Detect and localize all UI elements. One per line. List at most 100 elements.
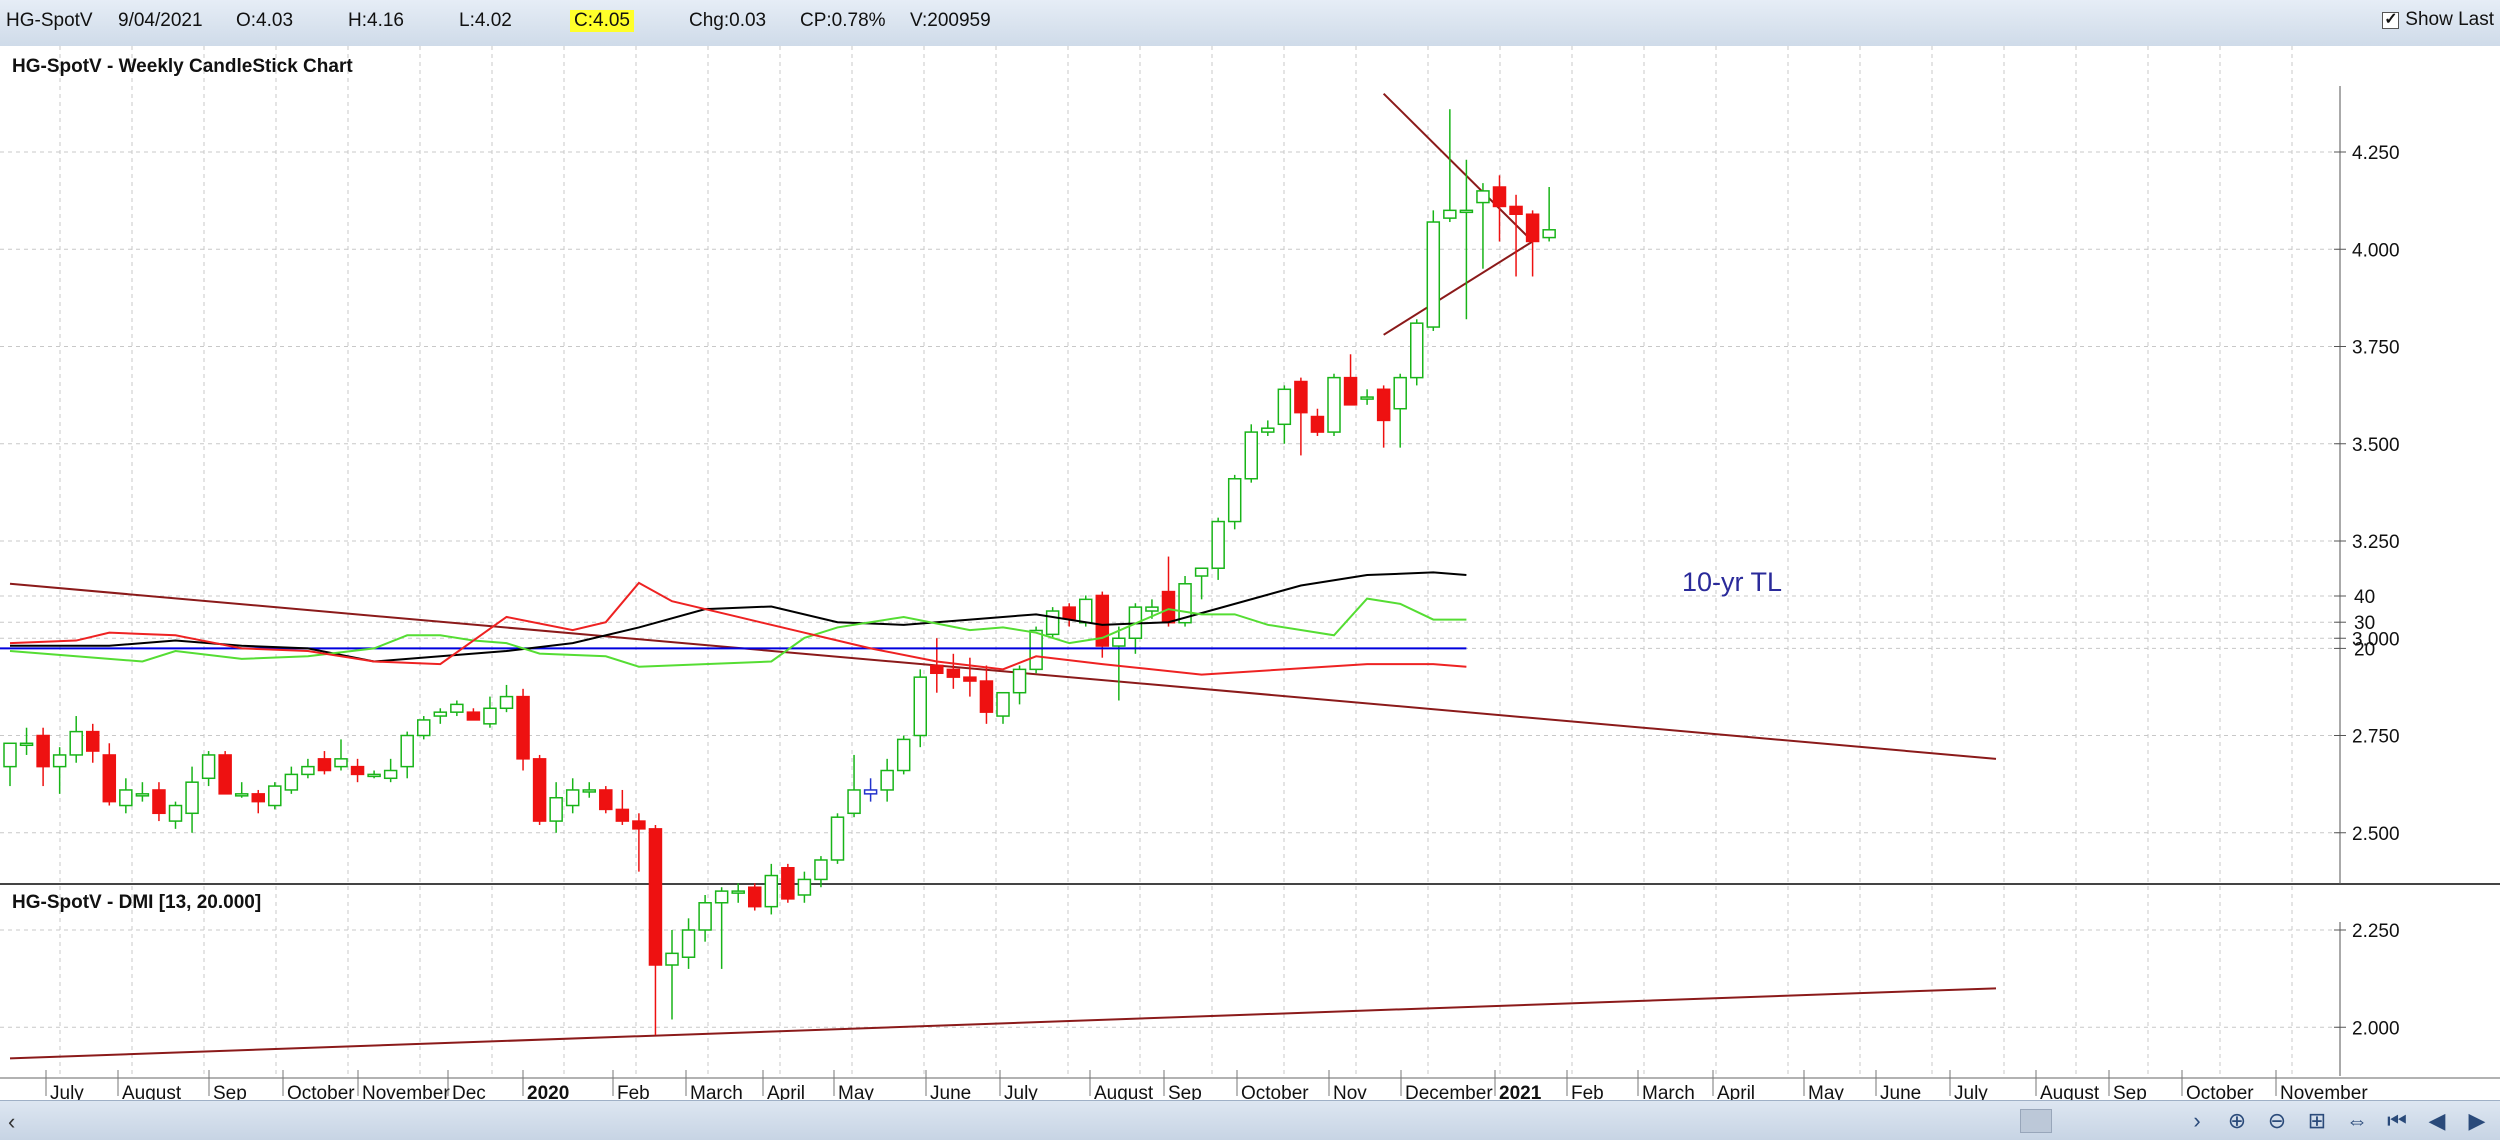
candle-up: [450, 703, 464, 713]
show-last-label: Show Last: [2405, 9, 2494, 30]
zoom-fit-icon[interactable]: ⊞: [2307, 1108, 2327, 1133]
candle-down: [1161, 590, 1176, 624]
trendline: [9, 582, 1997, 760]
time-tick-label: Dec: [452, 1083, 486, 1100]
candle-up: [1045, 610, 1060, 636]
candle-up: [1012, 668, 1027, 694]
candle-up: [1360, 396, 1374, 400]
candle-up: [896, 738, 911, 772]
candle-up: [499, 695, 514, 710]
candle-up: [1244, 431, 1258, 480]
scroll-left-icon[interactable]: ‹: [8, 1109, 16, 1134]
candle-up: [847, 789, 861, 815]
candle-up: [996, 691, 1010, 717]
price-tick-label: 2.000: [2352, 1018, 2400, 1039]
candle-down: [102, 754, 117, 803]
scroll-right-icon[interactable]: ›: [2193, 1108, 2201, 1133]
candle-down: [930, 664, 944, 675]
first-page-icon[interactable]: ⏮: [2387, 1108, 2407, 1133]
candle-down: [532, 758, 547, 822]
change-pct-label: CP:0.78%: [800, 10, 886, 31]
time-tick-label: June: [930, 1083, 971, 1100]
candle-up: [185, 781, 199, 815]
price-tick-label: 2.500: [2352, 824, 2400, 845]
candle-up: [814, 859, 828, 881]
candle-up: [1327, 376, 1341, 433]
candle-down: [251, 793, 265, 803]
candle-up: [1443, 209, 1457, 219]
candle-down: [781, 867, 795, 900]
candle-down: [152, 789, 166, 815]
candle-down: [748, 886, 762, 908]
candle-up: [1410, 322, 1424, 379]
show-last-checkbox[interactable]: [2382, 9, 2400, 29]
zoom-in-icon[interactable]: ⊕: [2227, 1108, 2247, 1133]
scrollbar-thumb[interactable]: [2020, 1109, 2052, 1133]
symbol-label: HG-SpotV: [6, 10, 93, 31]
next-icon[interactable]: ▶: [2468, 1108, 2486, 1133]
dmi-lines: [0, 571, 1467, 676]
time-tick-label: 2021: [1499, 1083, 1542, 1100]
previous-icon[interactable]: ◀: [2428, 1108, 2446, 1133]
trendline: [1382, 92, 1534, 243]
candle-up: [383, 769, 398, 780]
candle-up: [913, 676, 927, 737]
open-label: O:4.03: [236, 10, 294, 31]
dmi-tick-label: 30: [2354, 613, 2375, 634]
candle-up: [1227, 478, 1242, 523]
candle-up: [1194, 567, 1209, 577]
candle-up: [863, 789, 878, 795]
candle-down: [963, 676, 977, 682]
candle-up: [52, 754, 67, 768]
trendline: [1383, 240, 1534, 336]
candle-down: [632, 820, 646, 830]
time-tick-label: July: [1004, 1083, 1038, 1100]
time-tick-label: May: [838, 1083, 874, 1100]
time-tick-label: Sep: [213, 1083, 247, 1100]
candle-up: [1211, 520, 1225, 569]
pan-icon[interactable]: ⇔: [2346, 1108, 2368, 1133]
candle-up: [565, 789, 580, 807]
candle-down: [218, 754, 232, 795]
close-label: C:4.05: [570, 10, 634, 32]
time-tick-label: April: [1717, 1083, 1755, 1100]
candle-down: [1310, 415, 1325, 433]
candle-up: [1112, 637, 1126, 647]
candle-down: [1525, 213, 1540, 243]
time-tick-label: Nov: [1333, 1083, 1367, 1100]
dmi-tick-label: 40: [2354, 587, 2375, 608]
time-tick-label: November: [2280, 1083, 2368, 1100]
time-tick-label: October: [287, 1083, 355, 1100]
candle-up: [301, 765, 315, 776]
candle-down: [599, 789, 613, 811]
trendlines: [9, 92, 1997, 1060]
show-last-toggle[interactable]: Show Last: [2382, 9, 2494, 31]
candle-down: [1095, 594, 1110, 647]
dmi-axis: 40 30 20: [2334, 587, 2375, 1076]
time-tick-label: July: [1954, 1083, 1988, 1100]
time-tick-label: March: [690, 1083, 743, 1100]
time-tick-label: Sep: [2113, 1083, 2147, 1100]
candle-up: [1277, 388, 1292, 426]
candle-down: [648, 828, 663, 966]
candle-up: [284, 773, 299, 791]
candle-up: [1542, 229, 1556, 239]
price-axis: 4.250 4.000 3.750 3.500 3.250 3.000 2.750 2.500…: [2334, 86, 2400, 1039]
zoom-out-icon[interactable]: ⊖: [2267, 1108, 2287, 1133]
candle-down: [979, 680, 994, 713]
candle-up: [731, 890, 745, 894]
dmi-tick-label: 20: [2354, 639, 2375, 660]
candle-up: [698, 902, 712, 931]
candle-up: [201, 754, 216, 780]
time-tick-label: June: [1880, 1083, 1921, 1100]
price-tick-label: 4.000: [2352, 240, 2400, 261]
price-tick-label: 3.750: [2352, 338, 2400, 359]
dmi-chart-title: HG-SpotV - DMI [13, 20.000]: [12, 892, 261, 913]
candle-down: [946, 668, 961, 678]
time-tick-label: March: [1642, 1083, 1695, 1100]
change-label: Chg:0.03: [689, 10, 767, 31]
price-tick-label: 3.250: [2352, 532, 2400, 553]
chart-area[interactable]: 4.250 4.000 3.750 3.500 3.250 3.000 2.750 2.500…: [0, 46, 2500, 1100]
candle-down: [516, 695, 530, 760]
candle-down: [350, 765, 365, 776]
